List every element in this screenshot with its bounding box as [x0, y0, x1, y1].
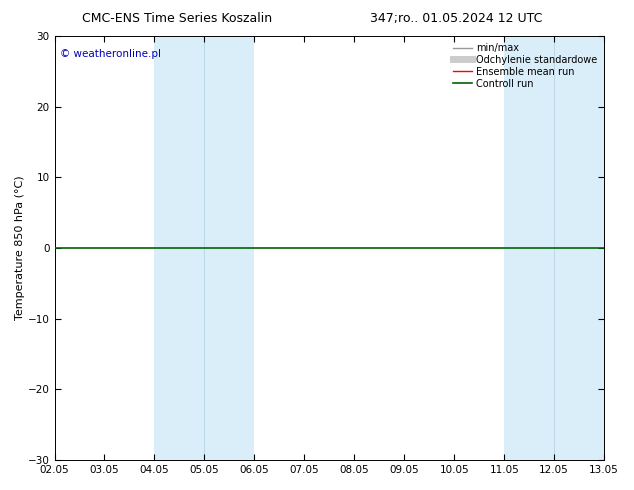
Legend: min/max, Odchylenie standardowe, Ensemble mean run, Controll run: min/max, Odchylenie standardowe, Ensembl… — [451, 41, 599, 91]
Bar — [554, 36, 604, 460]
Bar — [504, 36, 554, 460]
Bar — [204, 36, 254, 460]
Bar — [155, 36, 204, 460]
Text: CMC-ENS Time Series Koszalin: CMC-ENS Time Series Koszalin — [82, 12, 273, 25]
Text: 347;ro.. 01.05.2024 12 UTC: 347;ro.. 01.05.2024 12 UTC — [370, 12, 543, 25]
Text: © weatheronline.pl: © weatheronline.pl — [60, 49, 161, 59]
Y-axis label: Temperature 850 hPa (°C): Temperature 850 hPa (°C) — [15, 176, 25, 320]
